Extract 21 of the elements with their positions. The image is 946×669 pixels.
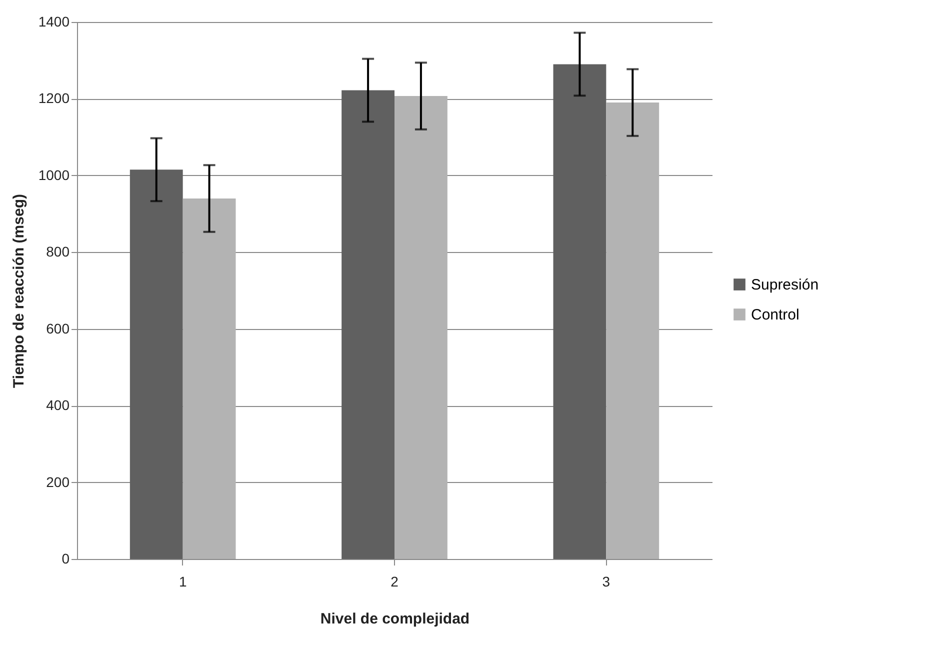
bar (130, 170, 183, 559)
legend-label: Control (751, 306, 800, 324)
x-axis-title: Nivel de complejidad (320, 610, 470, 628)
bar (553, 64, 606, 559)
x-tick-label: 1 (178, 574, 187, 590)
x-tick-label: 3 (602, 574, 610, 590)
bar (342, 90, 394, 559)
y-tick-label: 600 (46, 320, 70, 336)
y-tick-label: 800 (46, 244, 70, 260)
y-tick-label: 1400 (38, 14, 70, 30)
x-tick-label: 2 (390, 574, 399, 590)
y-tick-label: 1000 (38, 166, 70, 183)
y-axis-title: Tiempo de reacción (mseg) (10, 194, 28, 388)
bar (182, 198, 236, 559)
y-tick-label: 0 (62, 550, 70, 566)
bar (606, 102, 660, 559)
legend-label: Supresión (751, 276, 819, 294)
y-tick-label: 1200 (38, 90, 70, 106)
bar (394, 96, 448, 559)
y-tick-label: 200 (46, 474, 70, 490)
y-tick-label: 400 (46, 397, 70, 414)
